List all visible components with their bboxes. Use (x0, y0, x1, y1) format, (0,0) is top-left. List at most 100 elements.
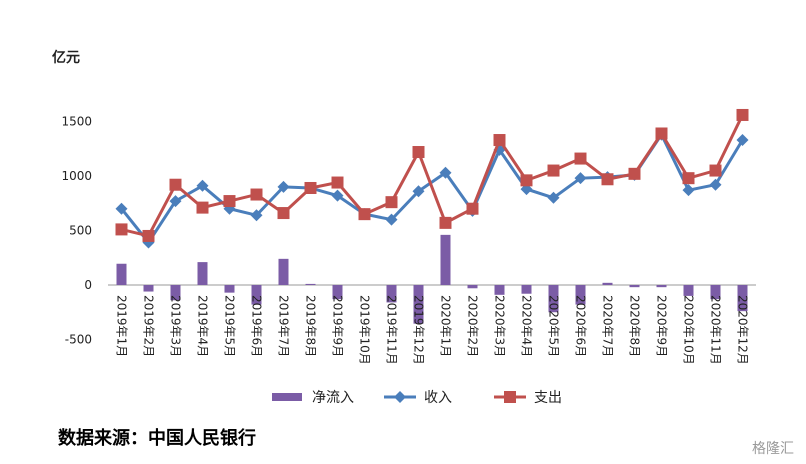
x-tick-label: 2019年4月 (196, 295, 210, 357)
point-income (439, 166, 452, 179)
x-tick-label: 2019年5月 (223, 295, 237, 357)
x-tick-label: 2019年10月 (358, 295, 372, 365)
bar-net-inflow (575, 285, 586, 305)
legend-swatch-net-inflow (272, 393, 302, 401)
point-expense (601, 173, 614, 186)
point-income (574, 172, 587, 185)
x-tick-label: 2019年6月 (250, 295, 264, 357)
x-tick-label: 2020年9月 (655, 295, 669, 357)
legend-marker-expense (504, 391, 516, 403)
bar-net-inflow (494, 285, 505, 295)
source-note: 数据来源：中国人民银行 (58, 428, 256, 449)
point-income (250, 209, 263, 222)
legend: 净流入 收入 支出 (272, 390, 562, 406)
point-expense (547, 164, 560, 177)
point-expense (682, 172, 695, 185)
x-tick-label: 2020年2月 (466, 295, 480, 357)
y-tick-label: 1500 (61, 115, 92, 129)
point-expense (493, 134, 506, 147)
point-income (115, 202, 128, 215)
x-tick-label: 2019年12月 (412, 295, 426, 365)
bar-series (116, 234, 748, 324)
x-tick-label: 2019年8月 (304, 295, 318, 357)
point-income (547, 191, 560, 204)
bar-net-inflow (278, 258, 289, 285)
x-tick-label: 2020年10月 (682, 295, 696, 365)
point-income (196, 179, 209, 192)
x-tick-label: 2020年7月 (601, 295, 615, 357)
bar-net-inflow (386, 285, 397, 303)
bar-net-inflow (656, 285, 667, 288)
x-tick-label: 2020年3月 (493, 295, 507, 357)
y-ticks: -500 0 500 1000 1500 (61, 115, 92, 347)
point-expense (196, 201, 209, 214)
point-expense (574, 152, 587, 165)
x-tick-label: 2019年11月 (385, 295, 399, 365)
x-tick-label: 2019年2月 (142, 295, 156, 357)
x-tick-label: 2020年6月 (574, 295, 588, 357)
point-expense (331, 176, 344, 189)
point-income (331, 189, 344, 202)
y-tick-label: 500 (69, 224, 92, 238)
point-income (169, 195, 182, 208)
bar-net-inflow (116, 263, 127, 285)
bar-net-inflow (629, 285, 640, 288)
x-tick-label: 2019年7月 (277, 295, 291, 357)
point-expense (250, 188, 263, 201)
bar-net-inflow (305, 283, 316, 285)
point-expense (412, 146, 425, 159)
point-income (277, 180, 290, 193)
watermark: 格隆汇 (752, 441, 794, 457)
bar-net-inflow (143, 285, 154, 292)
x-tick-label: 2020年11月 (709, 295, 723, 365)
bar-net-inflow (224, 285, 235, 293)
bar-net-inflow (197, 262, 208, 285)
bar-net-inflow (521, 285, 532, 294)
bar-net-inflow (413, 285, 424, 324)
point-income (385, 213, 398, 226)
x-tick-labels: 2019年1月 2019年2月 2019年3月 2019年4月 2019年5月 2019年… (115, 295, 750, 365)
y-tick-label: -500 (65, 333, 92, 347)
line-expense (121, 114, 744, 238)
x-tick-label: 2020年4月 (520, 295, 534, 357)
point-expense (385, 196, 398, 209)
y-axis-label: 亿元 (52, 49, 80, 66)
point-expense (115, 223, 128, 236)
point-expense (304, 181, 317, 194)
bar-net-inflow (683, 285, 694, 296)
line-series (115, 108, 749, 249)
legend-label: 支出 (534, 390, 562, 406)
x-tick-label: 2019年3月 (169, 295, 183, 357)
bar-net-inflow (467, 285, 478, 289)
x-tick-label: 2020年5月 (547, 295, 561, 357)
bar-net-inflow (440, 234, 451, 285)
bar-net-inflow (251, 285, 262, 305)
x-tick-label: 2020年12月 (736, 295, 750, 365)
point-expense (169, 178, 182, 191)
bar-net-inflow (602, 282, 613, 285)
point-expense (709, 164, 722, 177)
point-income (709, 178, 722, 191)
point-expense (628, 167, 641, 180)
point-income (682, 184, 695, 197)
point-income (412, 185, 425, 198)
point-expense (142, 229, 155, 242)
x-tick-label: 2020年1月 (439, 295, 453, 357)
point-expense (223, 195, 236, 208)
bar-net-inflow (170, 285, 181, 301)
x-tick-label: 2019年9月 (331, 295, 345, 357)
point-expense (520, 174, 533, 187)
point-expense (736, 108, 749, 121)
point-income (736, 134, 749, 147)
legend-label: 收入 (424, 390, 452, 406)
legend-marker-income (394, 391, 406, 403)
point-expense (358, 208, 371, 221)
bar-net-inflow (332, 285, 343, 300)
bar-net-inflow (710, 285, 721, 300)
chart: 亿元 -500 0 500 1000 1500 2019年1月 2019年2月 2019年3… (52, 49, 756, 406)
point-expense (439, 216, 452, 229)
y-tick-label: 1000 (61, 169, 92, 183)
point-expense (655, 127, 668, 140)
x-tick-label: 2020年8月 (628, 295, 642, 357)
bar-net-inflow (548, 285, 559, 313)
